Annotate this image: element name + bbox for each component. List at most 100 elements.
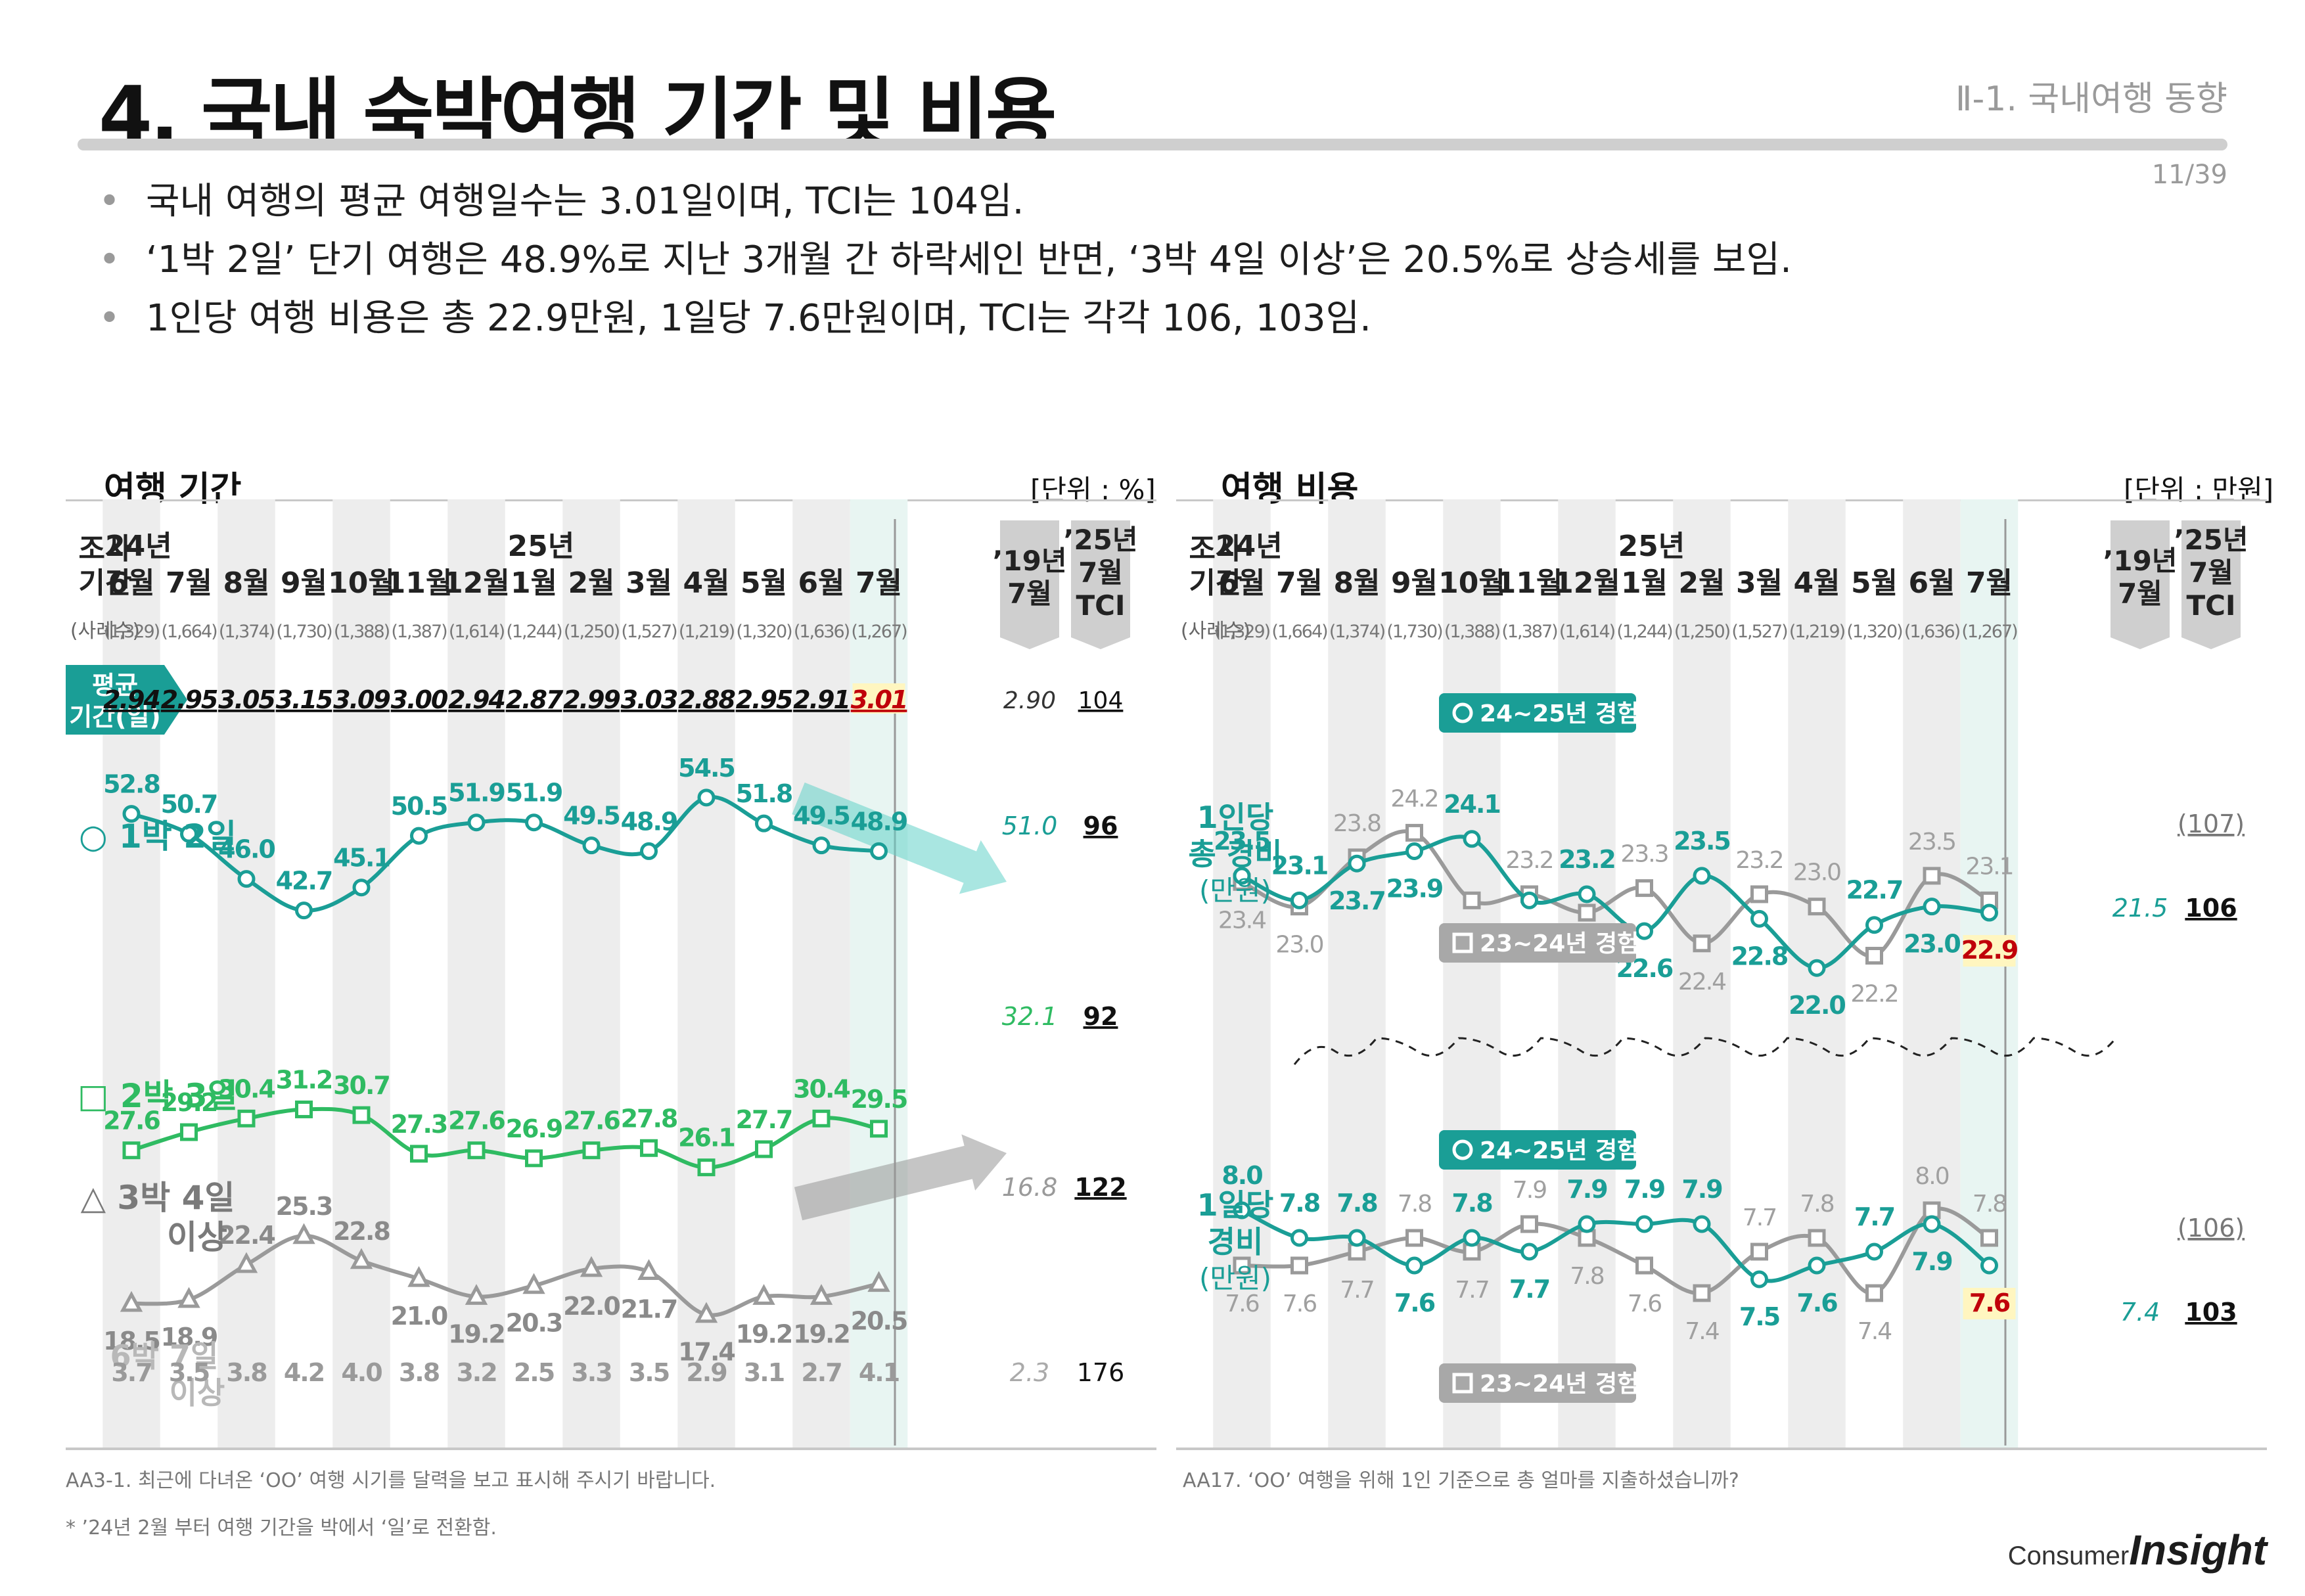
cost-per-person-prev-value: 22.4 (1678, 969, 1725, 995)
avg-value: 2.91 (793, 685, 850, 714)
duration-col-stripe (332, 499, 390, 1449)
cost-per-person-current-marker (1233, 867, 1251, 885)
cost-month-label: 12월 (1553, 566, 1620, 600)
series-6n7d-value: 3.8 (226, 1358, 267, 1387)
series-1n2d-value-label: 51.9 (448, 779, 505, 808)
cost-month-label: 7월 (1276, 566, 1323, 600)
duration-col-2019-month: 7월 (1007, 578, 1052, 610)
series-6n7d-value: 3.5 (169, 1358, 209, 1387)
cost-per-person-2019-value: 21.5 (2112, 894, 2168, 923)
cost-per-person-prev-value: 23.1 (1965, 853, 2013, 880)
cost-per-day-label: 1일당 (1197, 1187, 1274, 1223)
series-1n2d-marker (640, 842, 658, 860)
duration-month-label: 5월 (741, 566, 787, 600)
series-2n3d-marker (870, 1120, 888, 1138)
series-1n2d-marker (755, 814, 773, 832)
cost-per-day-current-value: 7.9 (1566, 1175, 1607, 1204)
cost-per-person-legend-previous-icon (1452, 932, 1473, 953)
cost-month-label: 9월 (1391, 566, 1438, 600)
cost-per-person-current-marker (1808, 959, 1826, 977)
cost-per-day-current-value: 7.6 (1796, 1288, 1837, 1317)
cost-sample-size: (1,374) (1329, 622, 1385, 642)
cost-per-person-current-marker (1865, 916, 1883, 934)
avg-value: 3.03 (621, 685, 677, 714)
series-2n3d-value-label: 30.4 (218, 1074, 275, 1103)
cost-col-stripe (1558, 499, 1616, 1449)
series-2n3d-value-label: 27.8 (621, 1104, 677, 1133)
cost-year-label: 25년 (1618, 530, 1685, 563)
series-2n3d-tci-value: 92 (1084, 1002, 1118, 1031)
series-3n4d-marker (407, 1265, 430, 1287)
series-2n3d-marker (295, 1100, 313, 1118)
series-1n2d-2019-value: 51.0 (1002, 811, 1058, 840)
cost-per-person-current-value: 23.9 (1386, 874, 1443, 903)
section-tag: Ⅱ-1. 국내여행 동향 (1955, 80, 2227, 119)
series-3n4d-marker (580, 1256, 603, 1277)
cost-per-person-tci-value: 106 (2185, 894, 2237, 923)
cost-question-note: AA17. ‘OO’ 여행을 위해 1인 기준으로 총 얼마를 지출하셨습니까? (1183, 1469, 1739, 1492)
duration-month-label: 7월 (166, 566, 212, 600)
series-2n3d-marker (122, 1141, 141, 1160)
series-6n7d-value: 3.2 (456, 1358, 496, 1387)
cost-year-label: 24년 (1216, 530, 1283, 563)
cost-per-day-tci-value: 103 (2185, 1298, 2237, 1327)
cost-sample-size: (1,527) (1731, 622, 1787, 642)
cost-per-person-legend-previous (1439, 923, 1636, 963)
avg-value: 2.87 (506, 685, 564, 714)
series-2n3d-value-label: 29.5 (851, 1085, 907, 1114)
duration-col-stripe (562, 499, 620, 1449)
duration-header-label: 기간 (79, 566, 132, 600)
avg-value: 3.01 (851, 685, 907, 714)
series-6n7d-value: 3.1 (744, 1358, 784, 1387)
series-2n3d-value-label: 29.2 (161, 1088, 217, 1117)
series-2n3d-marker (525, 1149, 543, 1168)
cost-per-person-prev-value: 23.3 (1620, 841, 1668, 868)
cost-per-person-prev-marker (1405, 823, 1423, 842)
cost-month-label: 4월 (1793, 566, 1840, 600)
cost-col-2019-year: ’19년 (2103, 545, 2177, 577)
duration-sample-size: (1,320) (736, 622, 792, 642)
cost-month-label: 5월 (1851, 566, 1898, 600)
series-3n4d-marker (867, 1271, 890, 1292)
series-1n2d-value-label: 45.1 (333, 844, 390, 873)
series-2n3d-value-label: 30.4 (793, 1074, 850, 1103)
cost-per-day-prev-value: 7.4 (1685, 1318, 1718, 1345)
cost-col-tci-bg (2181, 520, 2241, 649)
avg-value: 2.95 (736, 685, 792, 714)
duration-sample-size: (1,614) (449, 622, 505, 642)
cost-sample-size: (1,219) (1789, 622, 1845, 642)
series-3n4d-value-label: 21.0 (391, 1302, 447, 1331)
series-3n4d-value-label: 18.9 (161, 1323, 217, 1352)
cost-per-day-prev-value: 7.8 (1800, 1191, 1833, 1218)
avg-value: 2.88 (678, 685, 735, 714)
cost-per-day-current-marker (1635, 1215, 1653, 1233)
cost-per-day-current-marker (1923, 1215, 1941, 1233)
cost-per-person-current-value: 22.8 (1731, 942, 1788, 970)
cost-col-stripe (1213, 499, 1271, 1449)
cost-per-day-current-marker (1290, 1229, 1308, 1247)
consumer-insight-logo: ConsumerInsight (2008, 1526, 2267, 1574)
series-6n7d-value: 4.0 (341, 1358, 382, 1387)
logo-word-insight: Insight (2129, 1526, 2267, 1574)
series-6n7d-value: 3.8 (399, 1358, 440, 1387)
cost-per-person-legend-current-text: 24~25년 경험 (1480, 700, 1639, 727)
avg-value: 2.94 (448, 685, 505, 714)
cost-per-day-current-value: 7.9 (1624, 1175, 1665, 1204)
cost-per-day-prev-value: 7.6 (1283, 1290, 1316, 1317)
cost-per-person-current-value: 24.1 (1444, 790, 1500, 819)
series-6n7d-label: 6박 7일 (110, 1338, 219, 1374)
duration-col-2019-bg (1000, 520, 1059, 649)
cost-per-person-legend-previous-text: 23~24년 경험 (1480, 930, 1639, 957)
cost-sample-size: (1,636) (1904, 622, 1960, 642)
avg-value: 3.09 (333, 685, 390, 714)
cost-col-2019-month: 7월 (2118, 578, 2162, 610)
series-1n2d-value-label: 51.8 (736, 779, 792, 808)
duration-col-stripe (677, 499, 735, 1449)
series-2n3d-marker (180, 1123, 198, 1141)
cost-per-day-current-value: 7.9 (1911, 1247, 1952, 1276)
avg-value: 3.15 (276, 685, 332, 714)
cost-sample-size: (1,329) (1214, 622, 1270, 642)
series-1n2d-value-label: 49.5 (563, 802, 620, 831)
cost-per-person-prev-value: 23.2 (1735, 847, 1783, 874)
cost-col-stripe (1443, 499, 1501, 1449)
